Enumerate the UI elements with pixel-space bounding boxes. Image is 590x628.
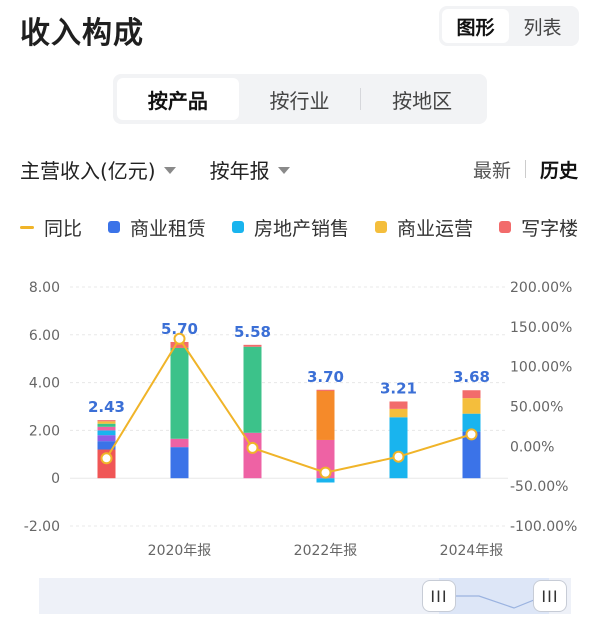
- mode-history[interactable]: 历史: [539, 159, 578, 182]
- bar-segment: [97, 430, 116, 436]
- line-swatch-icon: [20, 225, 34, 229]
- y-left-tick-label: 2.00: [29, 423, 60, 439]
- legend-item-real-estate-sales[interactable]: 房地产销售: [232, 214, 349, 241]
- legend-label: 同比: [44, 217, 83, 240]
- period-label: 按年报: [209, 158, 270, 183]
- range-slider-right-handle[interactable]: III: [533, 580, 567, 612]
- color-swatch-icon: [375, 221, 388, 233]
- legend-item-yoy[interactable]: 同比: [20, 214, 82, 241]
- mode-latest[interactable]: 最新: [472, 159, 511, 182]
- y-right-tick-label: -100.00%: [510, 519, 577, 535]
- x-tick-label: 2022年报: [294, 543, 358, 559]
- bar-segment: [170, 347, 189, 439]
- bar-segment: [243, 344, 262, 347]
- metric-dropdown[interactable]: 主营收入(亿元): [20, 155, 176, 184]
- tab-by-region[interactable]: 按地区: [392, 88, 453, 113]
- breakdown-segmented-control: 按产品 按行业 按地区: [113, 74, 487, 124]
- color-swatch-icon: [232, 221, 245, 233]
- bar-segment: [462, 413, 481, 432]
- bar-segment: [389, 401, 408, 409]
- legend-item-commercial-leasing[interactable]: 商业租赁: [108, 214, 206, 241]
- period-dropdown[interactable]: 按年报: [210, 155, 290, 184]
- bar-segment: [316, 390, 335, 440]
- bar-segment: [97, 441, 116, 450]
- legend-label: 写字楼: [521, 217, 579, 240]
- bar-segment: [170, 438, 189, 448]
- bar-segment: [97, 420, 116, 422]
- legend-item-commercial-operation[interactable]: 商业运营: [375, 214, 473, 241]
- tab-by-industry[interactable]: 按行业: [269, 88, 330, 113]
- segment-divider: [360, 88, 362, 110]
- bar-segment: [243, 346, 262, 433]
- bar-segment: [170, 341, 189, 348]
- yoy-point: [465, 428, 478, 441]
- metric-label: 主营收入(亿元): [20, 158, 156, 183]
- tab-by-product[interactable]: 按产品: [117, 78, 239, 120]
- color-swatch-icon: [499, 221, 512, 233]
- yoy-point: [319, 466, 332, 479]
- bar-segment: [316, 478, 335, 483]
- bar-segment: [316, 389, 335, 391]
- bar-total-label: 5.70: [161, 320, 198, 338]
- bar-segment: [462, 398, 481, 414]
- legend-label: 商业租赁: [130, 217, 207, 240]
- bar-total-label: 5.58: [234, 323, 271, 341]
- revenue-composition-chart: 8.00 6.00 4.00 2.00 0 -2.00 200.00% 150.00% 100.…: [24, 280, 578, 559]
- y-left-tick-label: 4.00: [29, 376, 60, 392]
- bar-segment: [170, 447, 189, 479]
- bar-segment: [462, 390, 481, 399]
- bar-segment: [97, 423, 116, 427]
- yoy-point: [173, 332, 186, 345]
- y-right-tick-label: 150.00%: [510, 320, 572, 336]
- y-right-tick-label: -50.00%: [510, 479, 568, 495]
- x-tick-label: 2020年报: [148, 543, 212, 559]
- mode-divider: [524, 160, 526, 178]
- bar-segment: [97, 421, 116, 424]
- color-swatch-icon: [108, 221, 121, 233]
- bar-segment: [389, 417, 408, 479]
- chevron-down-icon: [163, 166, 176, 174]
- bar-total-label: 2.43: [88, 398, 125, 416]
- bar-segment: [97, 435, 116, 442]
- x-tick-label: 2024年报: [440, 543, 504, 559]
- bar-total-label: 3.21: [380, 379, 417, 397]
- filter-bar: 主营收入(亿元) 按年报 最新 历史: [20, 152, 578, 186]
- legend-item-office[interactable]: 写字楼: [499, 214, 578, 241]
- y-left-tick-label: 0: [51, 471, 60, 487]
- page-title: 收入构成: [20, 16, 144, 51]
- yoy-point: [100, 452, 113, 465]
- view-tab-chart[interactable]: 图形: [442, 9, 509, 43]
- bar-segment: [97, 426, 116, 431]
- legend-label: 房地产销售: [254, 217, 350, 240]
- yoy-point: [392, 450, 405, 463]
- legend-label: 商业运营: [397, 217, 474, 240]
- y-left-tick-label: -2.00: [24, 519, 60, 535]
- range-slider-sparkline: [439, 595, 564, 609]
- y-left-tick-label: 6.00: [29, 328, 60, 344]
- yoy-point: [246, 441, 259, 454]
- view-tab-list[interactable]: 列表: [523, 16, 562, 39]
- y-right-tick-label: 50.00%: [510, 400, 563, 416]
- y-right-tick-label: 0.00%: [510, 439, 554, 455]
- range-slider-left-handle[interactable]: III: [422, 580, 456, 612]
- bar-segment: [462, 431, 481, 479]
- bar-total-label: 3.68: [453, 368, 490, 386]
- range-slider[interactable]: III III: [39, 578, 571, 614]
- chart-legend: 同比 商业租赁 房地产销售 商业运营 写字楼: [20, 212, 590, 242]
- bar-segment: [389, 408, 408, 418]
- chevron-down-icon: [277, 166, 290, 174]
- bar-total-label: 3.70: [307, 368, 344, 386]
- y-left-tick-label: 8.00: [29, 280, 60, 296]
- bar-segment: [316, 439, 335, 479]
- y-right-tick-label: 100.00%: [510, 360, 572, 376]
- view-toggle: 图形 列表: [439, 6, 579, 46]
- yoy-line: [105, 336, 472, 474]
- y-right-tick-label: 200.00%: [510, 280, 572, 296]
